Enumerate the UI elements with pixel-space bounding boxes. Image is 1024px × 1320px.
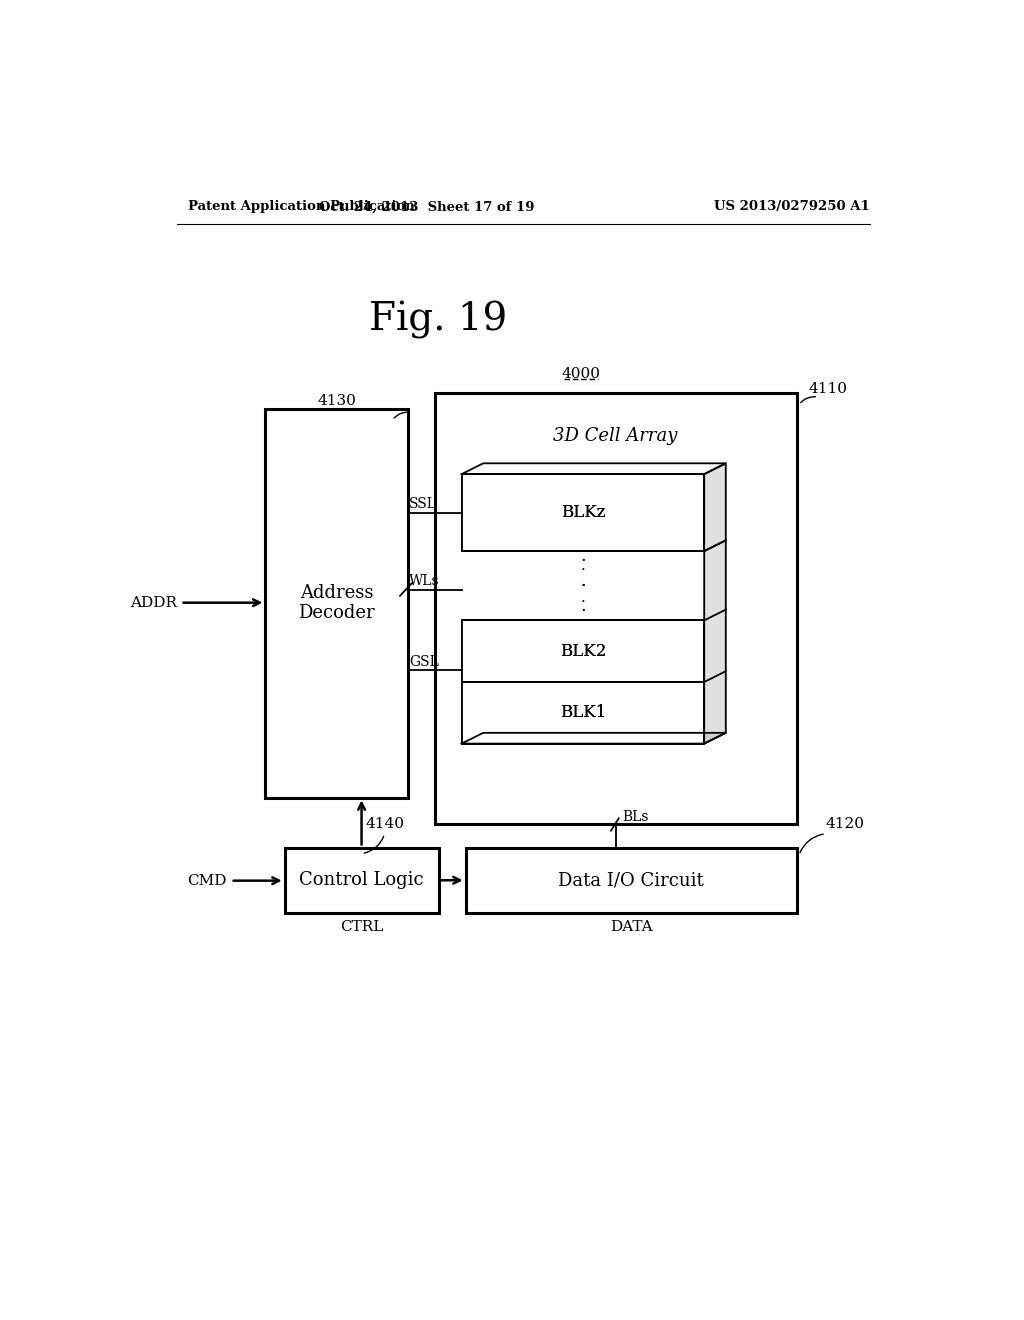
Text: ADDR: ADDR	[130, 595, 177, 610]
Text: WLs: WLs	[410, 574, 440, 589]
Text: CTRL: CTRL	[340, 920, 383, 933]
Text: Data I/O Circuit: Data I/O Circuit	[558, 871, 703, 890]
Bar	[466, 847, 797, 913]
Text: Fig. 19: Fig. 19	[370, 301, 508, 339]
Text: BLK1: BLK1	[560, 705, 606, 721]
Text: 4120: 4120	[826, 817, 865, 832]
Text: 3D Cell Array: 3D Cell Array	[554, 426, 678, 445]
Bar	[435, 393, 797, 825]
Text: BLKz: BLKz	[561, 504, 605, 521]
Text: 4110: 4110	[808, 383, 847, 396]
Bar	[462, 682, 705, 743]
Text: BLKz: BLKz	[561, 504, 605, 521]
Text: Control Logic: Control Logic	[299, 871, 424, 890]
Text: BLK2: BLK2	[560, 643, 606, 660]
Text: ·
·
·: · · ·	[580, 552, 586, 620]
Text: ·
·
·: · · ·	[581, 562, 586, 609]
Bar	[462, 474, 705, 552]
Bar	[462, 474, 705, 552]
Polygon shape	[462, 463, 726, 474]
Text: CMD: CMD	[187, 874, 226, 887]
Text: BLK2: BLK2	[560, 643, 606, 660]
Text: Address
Decoder: Address Decoder	[298, 583, 375, 623]
Bar	[265, 409, 408, 797]
Bar	[462, 620, 705, 682]
Text: Patent Application Publication: Patent Application Publication	[188, 201, 415, 214]
Polygon shape	[462, 733, 726, 743]
Text: DATA: DATA	[609, 920, 652, 933]
Text: BLs: BLs	[622, 809, 648, 824]
Bar	[462, 682, 705, 743]
Text: BLK1: BLK1	[560, 705, 606, 721]
Text: US 2013/0279250 A1: US 2013/0279250 A1	[714, 201, 869, 214]
Polygon shape	[705, 463, 726, 743]
Text: Oct. 24, 2013  Sheet 17 of 19: Oct. 24, 2013 Sheet 17 of 19	[319, 201, 535, 214]
Text: 4140: 4140	[366, 817, 404, 832]
Bar	[285, 847, 438, 913]
Text: 4130: 4130	[317, 393, 356, 408]
Bar	[462, 620, 705, 682]
Text: SSL: SSL	[410, 498, 437, 511]
Text: 4000: 4000	[561, 367, 600, 381]
Text: GSL: GSL	[410, 655, 439, 669]
